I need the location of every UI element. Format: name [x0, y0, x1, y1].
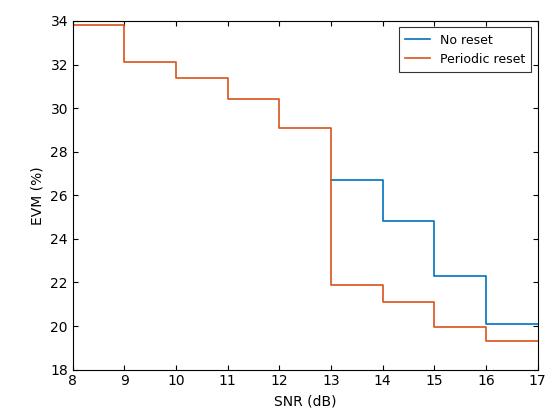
X-axis label: SNR (dB): SNR (dB) [274, 394, 337, 408]
No reset [379, 219, 386, 224]
Legend: No reset, Periodic reset: No reset, Periodic reset [399, 27, 531, 72]
Periodic reset [69, 23, 76, 28]
Line: Periodic reset: Periodic reset [73, 25, 538, 341]
Periodic reset [276, 125, 283, 130]
Periodic reset [483, 339, 489, 344]
Periodic reset [431, 325, 438, 330]
Periodic reset [121, 60, 128, 65]
Line: No reset: No reset [331, 180, 538, 324]
No reset [534, 321, 541, 326]
Periodic reset [534, 339, 541, 344]
No reset [328, 178, 334, 183]
Periodic reset [328, 282, 334, 287]
No reset [431, 273, 438, 278]
Periodic reset [225, 97, 231, 102]
No reset [483, 321, 489, 326]
Y-axis label: EVM (%): EVM (%) [31, 166, 45, 225]
Periodic reset [379, 299, 386, 304]
Periodic reset [172, 75, 179, 80]
